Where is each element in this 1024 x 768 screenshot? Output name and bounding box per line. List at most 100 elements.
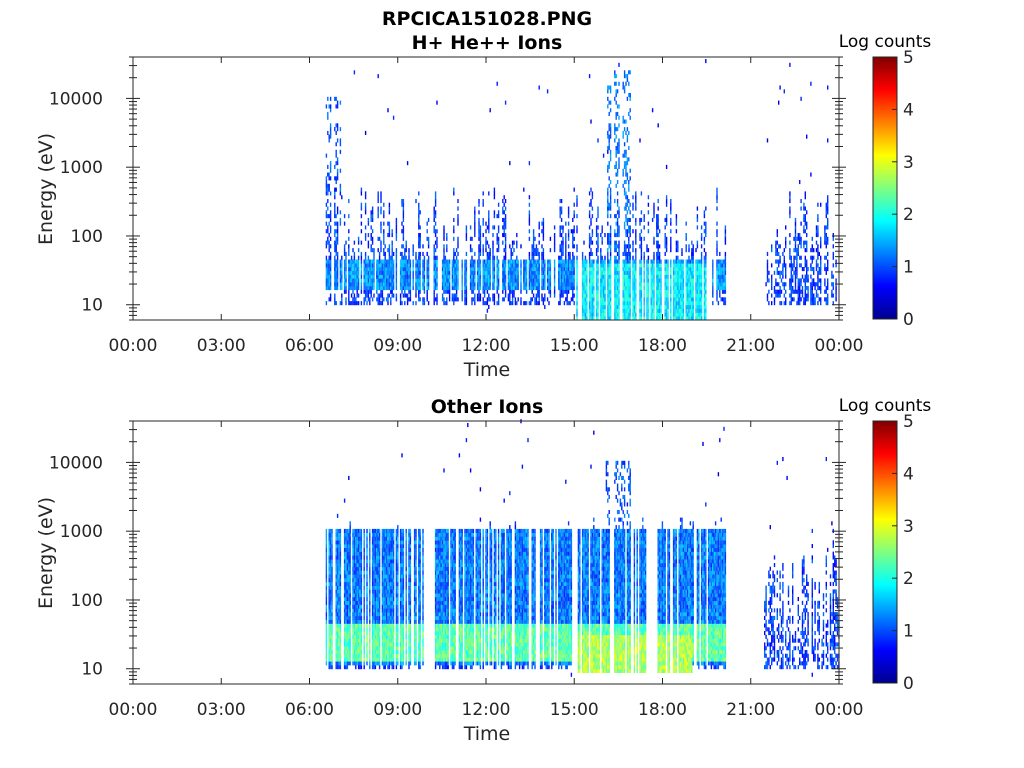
spectrogram-cell	[349, 597, 351, 602]
spectrogram-cell	[625, 286, 627, 291]
spectrogram-cell	[576, 297, 578, 302]
spectrogram-cell	[656, 251, 658, 256]
spectrogram-cell	[343, 619, 346, 624]
spectrogram-cell	[336, 563, 339, 568]
spectrogram-cell	[542, 282, 545, 287]
spectrogram-cell	[448, 282, 451, 287]
spectrogram-cell	[629, 278, 631, 283]
spectrogram-cell	[640, 263, 643, 268]
spectrogram-cell	[334, 206, 336, 211]
spectrogram-cell	[608, 301, 610, 306]
spectrogram-cell	[542, 225, 545, 230]
spectrogram-cell	[705, 301, 707, 306]
spectrogram-cell	[338, 559, 340, 564]
spectrogram-cell	[626, 274, 629, 279]
spectrogram-cell	[614, 240, 616, 245]
spectrogram-cell	[476, 297, 479, 302]
spectrogram-cell	[387, 267, 389, 272]
spectrogram-cell	[409, 286, 412, 291]
spectrogram-cell	[355, 263, 357, 268]
spectrogram-cell	[538, 225, 540, 230]
spectrogram-cell	[353, 551, 356, 556]
spectrogram-cell	[343, 221, 346, 226]
spectrogram-cell	[790, 270, 792, 275]
spectrogram-cell	[517, 286, 519, 291]
spectrogram-cell	[618, 157, 620, 162]
spectrogram-cell	[426, 270, 428, 275]
spectrogram-cell	[479, 293, 482, 298]
spectrogram-cell	[629, 176, 631, 181]
spectrogram-cell	[520, 259, 522, 264]
spectrogram-cell	[336, 236, 339, 241]
spectrogram-cell	[348, 301, 350, 306]
spectrogram-cell	[678, 274, 680, 279]
spectrogram-cell	[817, 286, 819, 291]
spectrogram-cell	[712, 267, 714, 272]
spectrogram-cell	[356, 267, 358, 272]
spectrogram-cell	[370, 259, 372, 264]
spectrogram-cell	[392, 251, 395, 256]
spectrogram-cell	[415, 286, 417, 291]
spectrogram-cell	[625, 180, 627, 185]
spectrogram-cell	[415, 251, 417, 256]
spectrogram-cell	[567, 282, 570, 287]
spectrogram-cell	[688, 244, 690, 249]
spectrogram-cell	[793, 255, 795, 260]
spectrogram-cell	[345, 267, 347, 272]
spectrogram-cell	[339, 540, 342, 545]
spectrogram-cell	[341, 259, 343, 264]
spectrogram-cell	[341, 255, 343, 260]
spectrogram-cell	[384, 267, 386, 272]
spectrogram-cell	[479, 251, 482, 256]
spectrogram-cell	[635, 278, 637, 283]
spectrogram-cell	[685, 270, 687, 275]
spectrogram-cell	[810, 274, 812, 279]
spectrogram-cell	[416, 274, 419, 279]
spectrogram-cell	[691, 297, 693, 302]
spectrogram-cell	[336, 638, 339, 643]
spectrogram-cell	[380, 221, 382, 226]
spectrogram-cell	[789, 210, 791, 215]
spectrogram-cell	[349, 536, 351, 541]
spectrogram-cell	[623, 316, 626, 321]
spectrogram-cell	[566, 263, 568, 268]
spectrogram-cell	[542, 251, 545, 256]
spectrogram-cell	[335, 259, 337, 264]
spectrogram-cell	[325, 536, 328, 541]
spectrogram-cell	[623, 304, 626, 309]
spectrogram-cell	[364, 210, 367, 215]
spectrogram-cell	[590, 270, 592, 275]
spectrogram-cell	[443, 229, 445, 234]
spectrogram-cell	[523, 259, 525, 264]
spectrogram-cell	[415, 278, 417, 283]
spectrogram-cell	[827, 225, 829, 230]
spectrogram-cell	[471, 297, 473, 302]
spectrogram-cell	[338, 547, 340, 552]
spectrogram-cell	[789, 248, 791, 253]
spectrogram-cell	[531, 263, 533, 268]
spectrogram-cell	[583, 274, 585, 279]
spectrogram-cell	[523, 270, 525, 275]
spectrogram-cell	[723, 282, 725, 287]
spectrogram-cell	[609, 240, 612, 245]
spectrogram-cell	[572, 240, 574, 245]
spectrogram-cell	[705, 278, 707, 283]
spectrogram-cell	[348, 653, 350, 658]
spectrogram-cell	[369, 278, 371, 283]
spectrogram-cell	[360, 270, 363, 275]
spectrogram-cell	[616, 111, 619, 116]
spectrogram-cell	[478, 286, 480, 291]
spectrogram-cell	[516, 255, 518, 260]
spectrogram-cell	[559, 282, 561, 287]
spectrogram-cell	[804, 255, 806, 260]
spectrogram-cell	[691, 263, 693, 268]
spectrogram-cell	[360, 282, 363, 287]
spectrogram-cell	[773, 289, 776, 294]
spectrogram-cell	[349, 532, 351, 537]
spectrogram-cell	[503, 210, 505, 215]
spectrogram-cell	[343, 528, 346, 533]
spectrogram-cell	[616, 225, 619, 230]
spectrogram-cell	[576, 293, 578, 298]
spectrogram-cell	[478, 225, 480, 230]
spectrogram-cell	[502, 270, 504, 275]
